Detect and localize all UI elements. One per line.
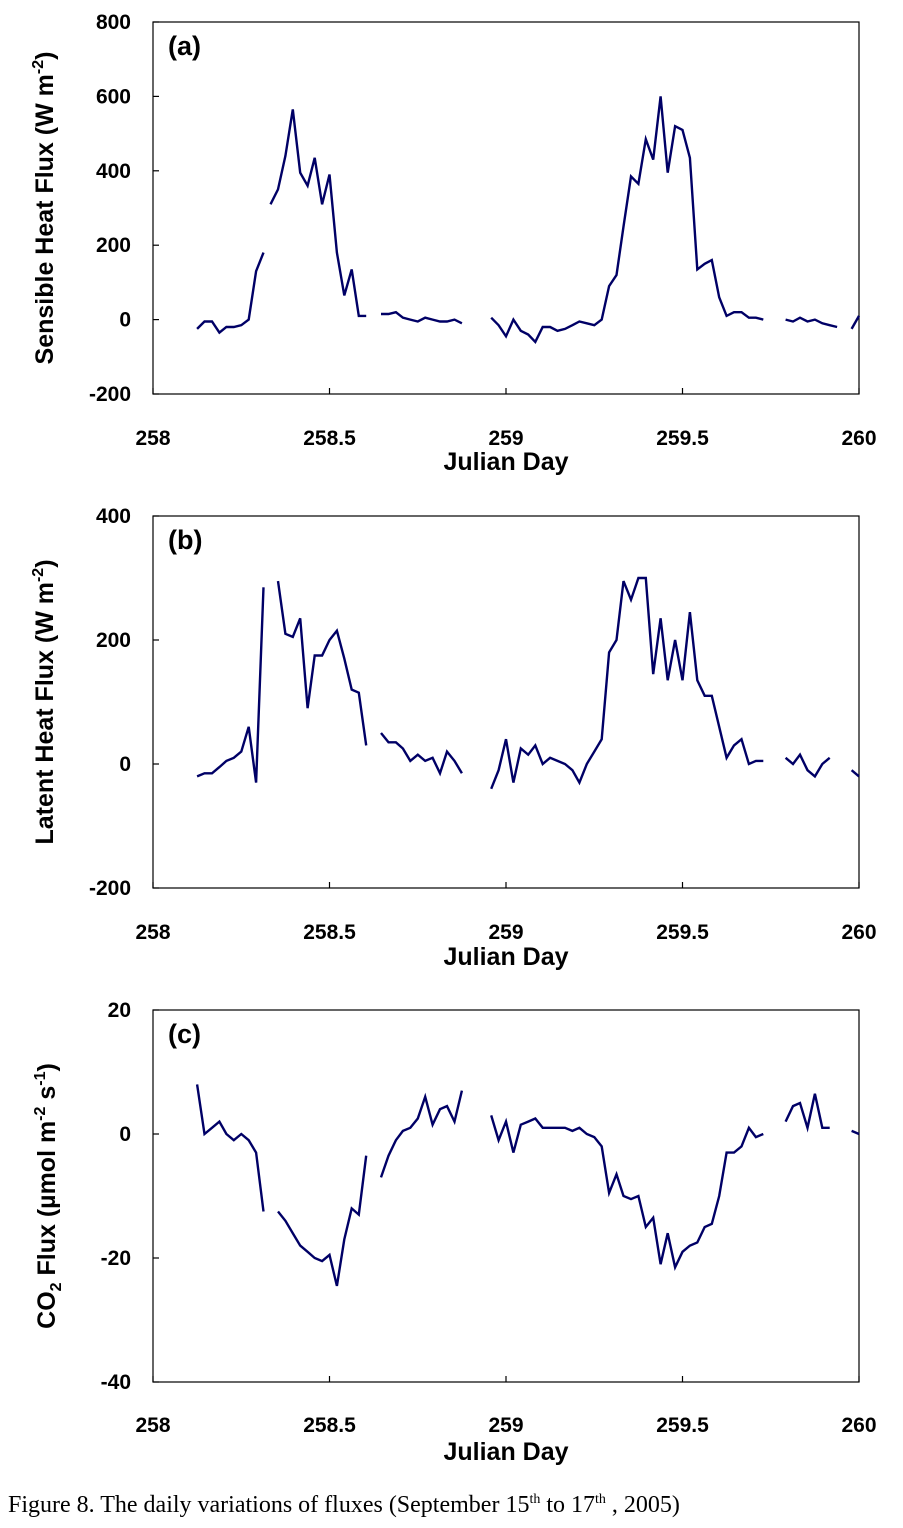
x-tick-label: 260 [841,921,876,944]
series-line-segment [379,1090,464,1178]
figure-caption: Figure 8. The daily variations of fluxes… [8,1492,680,1519]
series-line-segment [195,1084,265,1212]
series-line-segment [196,587,265,783]
series-line-segment [784,1093,830,1133]
series-line-segment [851,1129,860,1136]
panel-a: -200 0 200 400 600 800 258 258.5 259 259.5 260 Juli… [30,11,877,476]
x-tick-label: 260 [841,1414,876,1437]
series-line-segment [784,752,831,779]
y-tick-label: 0 [119,753,131,776]
panel-b: -200 0 200 400 258 258.5 259 259.5 260 Julian Day… [30,505,877,971]
series-line-segment [490,576,764,790]
series-line-segment [490,1115,764,1271]
y-tick-label: -20 [101,1247,131,1270]
plot-frame [152,1009,860,1383]
series-line-segment [490,96,764,344]
caption-prefix: Figure 8. The daily variations of fluxes… [8,1492,530,1518]
x-axis-title: Julian Day [443,943,568,971]
x-tick-label: 260 [841,427,876,450]
y-tick-label: 200 [96,629,131,652]
series-line-segment [850,769,860,778]
panel-label: (b) [168,525,202,555]
x-tick-label: 259 [488,427,523,450]
y-tick-label: 400 [96,160,131,183]
y-tick-label: 0 [119,1123,131,1146]
x-tick-label: 258.5 [303,427,356,450]
panel-label: (c) [168,1019,201,1049]
y-tick-label: -200 [89,877,131,900]
x-tick-label: 258 [135,921,170,944]
y-tick-label: -200 [89,383,131,406]
series-line-segment [269,109,367,318]
y-axis-title: CO2 Flux (µmol m-2 s-1) [32,1063,65,1329]
y-axis-title: Latent Heat Flux (W m-2) [30,559,59,844]
series-line-segment [277,1155,368,1287]
x-tick-label: 259.5 [656,427,709,450]
caption-sup-2: th [595,1492,606,1507]
series-line-segment [276,580,368,746]
x-tick-label: 258.5 [303,1414,356,1437]
y-tick-label: 400 [96,505,131,528]
series-line-segment [850,315,861,330]
panel-c: -40 -20 0 20 258 258.5 259 259.5 260 Julian Day CO… [32,999,877,1466]
series-line-segment [380,732,463,777]
series-line-segment [381,310,463,325]
caption-middle: to 17 [540,1492,595,1518]
x-axis-title: Julian Day [443,1438,568,1466]
x-tick-label: 258 [135,427,170,450]
caption-suffix: , 2005) [605,1492,680,1518]
x-tick-label: 259 [488,921,523,944]
y-tick-label: 200 [96,234,131,257]
x-tick-label: 258 [135,1414,170,1437]
x-tick-label: 258.5 [303,921,356,944]
caption-sup-1: th [529,1492,541,1507]
x-tick-label: 259 [488,1414,523,1437]
series-line-segment [785,316,838,329]
x-tick-label: 259.5 [656,921,709,944]
y-tick-label: 20 [108,999,131,1022]
series-line-segment [196,252,265,335]
y-tick-label: -40 [101,1371,131,1394]
y-tick-label: 0 [119,309,131,332]
y-tick-label: 600 [96,85,131,108]
y-tick-label: 800 [96,11,131,34]
x-axis-title: Julian Day [443,448,568,476]
panel-label: (a) [168,31,201,61]
y-axis-title: Sensible Heat Flux (W m-2) [30,52,59,365]
x-tick-label: 259.5 [656,1414,709,1437]
